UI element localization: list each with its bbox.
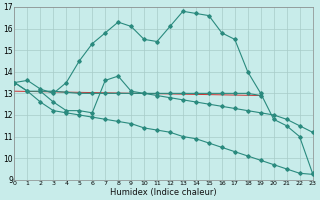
X-axis label: Humidex (Indice chaleur): Humidex (Indice chaleur) [110, 188, 217, 197]
